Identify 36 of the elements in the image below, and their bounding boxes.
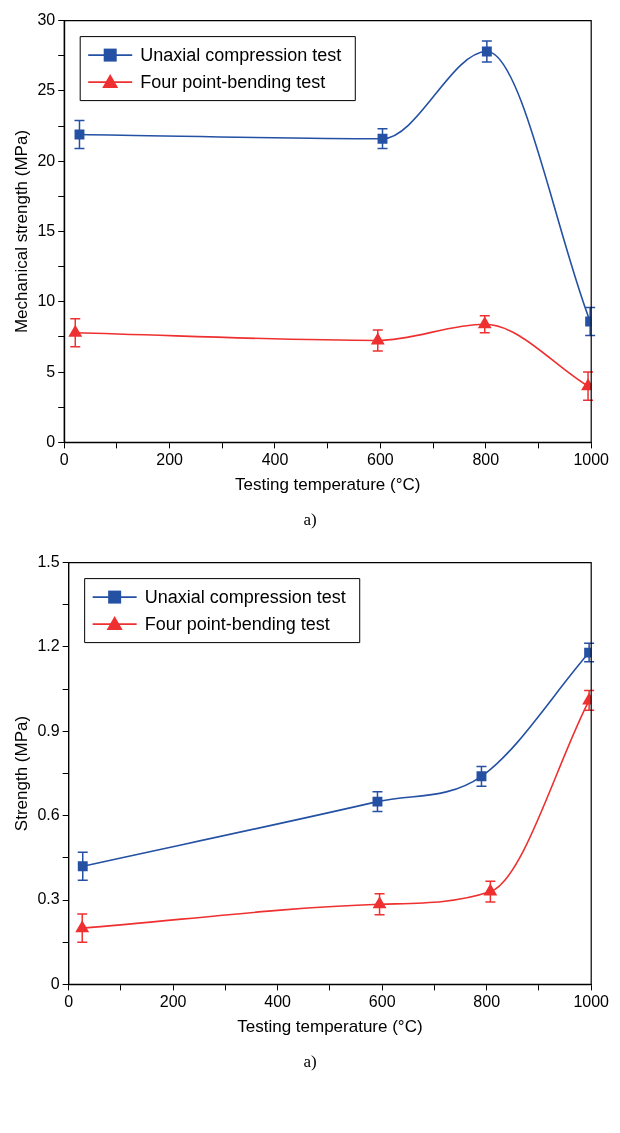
x-tick-label: 1000	[573, 993, 610, 1011]
point	[483, 883, 498, 896]
y-axis-title: Strength (MPa)	[11, 715, 31, 832]
text: a)	[302, 510, 318, 530]
y-axis-title: Mechanical strength (MPa)	[11, 129, 31, 334]
y-tick-label: 15	[37, 221, 56, 239]
y-tick-label: 1.2	[37, 637, 60, 655]
x-tick-label: 800	[472, 451, 500, 469]
legend-label: Unaxial compression test	[140, 45, 342, 66]
y-tick-label: 10	[37, 292, 56, 310]
x-tick-label: 600	[368, 993, 396, 1011]
x-tick-label: 0	[64, 993, 74, 1011]
x-tick-label: 400	[264, 993, 292, 1011]
y-tick-label: 0	[50, 974, 60, 992]
legend-label: Four point-bending test	[140, 72, 326, 93]
x-axis-title: Testing temperature (°C)	[235, 475, 421, 495]
y-tick-label: 0.6	[37, 806, 60, 824]
y-tick-label: 0	[46, 432, 56, 450]
x-tick-label: 200	[159, 993, 187, 1011]
y-tick-label: 0.9	[37, 721, 60, 739]
x-tick-label: 800	[473, 993, 501, 1011]
text: a)	[302, 1052, 318, 1072]
x-tick-label: 400	[261, 451, 289, 469]
y-tick-label: 25	[37, 81, 56, 99]
y-tick-label: 5	[46, 362, 56, 380]
legend-label: Unaxial compression test	[144, 587, 346, 608]
x-axis-title: Testing temperature (°C)	[237, 1017, 423, 1037]
legend-label: Four point-bending test	[144, 614, 330, 635]
x-tick-label: 1000	[573, 451, 610, 469]
y-tick-label: 1.5	[37, 553, 60, 571]
y-tick-label: 0.3	[37, 890, 60, 908]
point	[68, 324, 83, 337]
y-tick-label: 30	[37, 11, 56, 29]
y-tick-label: 20	[37, 151, 56, 169]
x-tick-label: 200	[156, 451, 184, 469]
x-tick-label: 600	[367, 451, 394, 469]
